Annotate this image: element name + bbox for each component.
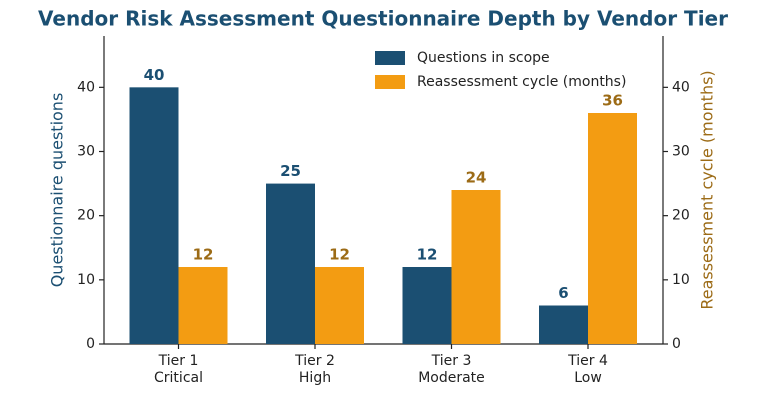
legend-label: Reassessment cycle (months) (417, 74, 626, 90)
bar (178, 267, 228, 344)
bar (451, 190, 501, 344)
y-axis-label: Questionnaire questions (48, 93, 67, 288)
bar (266, 183, 315, 344)
bar (402, 267, 452, 344)
y2-tick-label: 30 (672, 144, 690, 160)
x-tick-label: Tier 3 Moderate (418, 353, 485, 386)
bar (588, 113, 637, 344)
y2-tick-label: 20 (672, 208, 690, 224)
legend-swatch (375, 51, 405, 65)
y2-tick-label: 10 (672, 272, 690, 288)
legend-label: Questions in scope (417, 50, 550, 66)
value-label: 25 (280, 162, 301, 180)
value-label: 12 (193, 246, 214, 264)
value-label: 12 (417, 246, 438, 264)
bar (315, 267, 364, 344)
y2-tick-label: 0 (672, 336, 681, 352)
y-tick-label: 0 (86, 336, 95, 352)
bar (539, 305, 588, 344)
y-tick-label: 20 (77, 208, 95, 224)
value-label: 40 (144, 66, 165, 84)
y2-tick-label: 40 (672, 79, 690, 95)
x-tick-label: Tier 1 Critical (154, 353, 203, 386)
x-tick-label: Tier 2 High (294, 353, 335, 386)
y-tick-label: 10 (77, 272, 95, 288)
value-label: 12 (329, 246, 350, 264)
bar (129, 87, 179, 344)
value-label: 36 (602, 92, 623, 110)
x-tick-label: Tier 4 Low (567, 353, 608, 386)
y-tick-label: 40 (77, 79, 95, 95)
value-label: 6 (558, 284, 568, 302)
chart-title: Vendor Risk Assessment Questionnaire Dep… (38, 7, 728, 31)
legend-swatch (375, 75, 405, 89)
value-label: 24 (466, 169, 487, 187)
y-tick-label: 30 (77, 144, 95, 160)
y2-axis-label: Reassessment cycle (months) (698, 70, 717, 309)
